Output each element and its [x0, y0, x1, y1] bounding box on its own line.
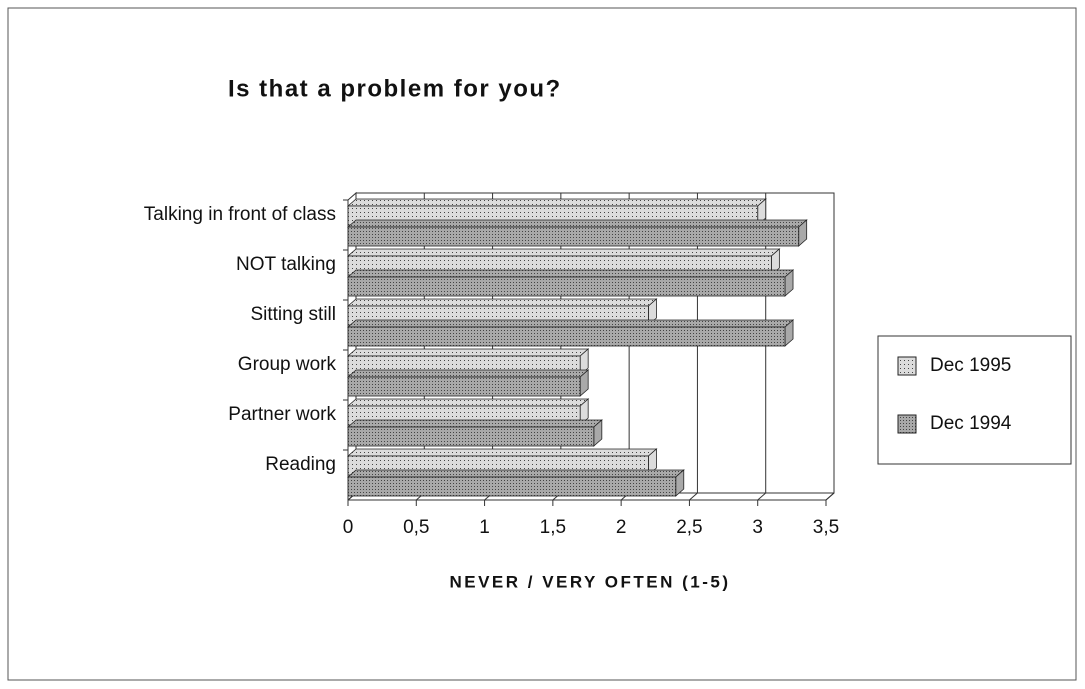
- x-tick-label: 0: [343, 517, 354, 538]
- y-tick-label: Partner work: [228, 404, 336, 425]
- x-tick-label: 2,5: [676, 517, 702, 538]
- floor-line: [757, 492, 767, 501]
- x-tick-label: 0,5: [403, 517, 429, 538]
- legend-label: Dec 1994: [930, 413, 1012, 434]
- bar-top: [346, 348, 590, 357]
- bar-top: [346, 219, 808, 228]
- y-tick-label: Sitting still: [250, 304, 336, 325]
- x-axis-label: NEVER / VERY OFTEN (1-5): [449, 572, 730, 591]
- bar-top: [346, 448, 658, 457]
- legend-label: Dec 1995: [930, 355, 1011, 376]
- bar-top: [346, 248, 781, 257]
- bar-top: [346, 469, 685, 478]
- bar: [347, 226, 800, 247]
- bar: [347, 276, 786, 297]
- bar-top: [346, 198, 767, 207]
- legend-swatch: [897, 356, 917, 376]
- x-tick-label: 1,5: [540, 517, 566, 538]
- bar-top: [346, 298, 658, 307]
- bar: [347, 376, 581, 397]
- y-tick-label: Reading: [265, 454, 336, 475]
- y-tick-label: Talking in front of class: [144, 204, 336, 225]
- bar: [347, 476, 677, 497]
- floor-line: [825, 492, 835, 501]
- frame: [7, 7, 1077, 681]
- x-tick-label: 2: [616, 517, 627, 538]
- bar-top: [346, 319, 795, 328]
- bar-top: [346, 269, 795, 278]
- bar-top: [346, 369, 590, 378]
- x-tick-label: 1: [479, 517, 490, 538]
- bar-top: [346, 398, 590, 407]
- x-tick-label: 3: [752, 517, 763, 538]
- y-tick-label: NOT talking: [236, 254, 336, 275]
- bar-top: [346, 419, 603, 428]
- y-tick-label: Group work: [238, 354, 337, 375]
- legend-swatch: [897, 414, 917, 434]
- x-tick-label: 3,5: [813, 517, 839, 538]
- chart-title: Is that a problem for you?: [228, 75, 562, 102]
- bar: [347, 326, 786, 347]
- bar: [347, 426, 595, 447]
- floor-line: [689, 492, 698, 501]
